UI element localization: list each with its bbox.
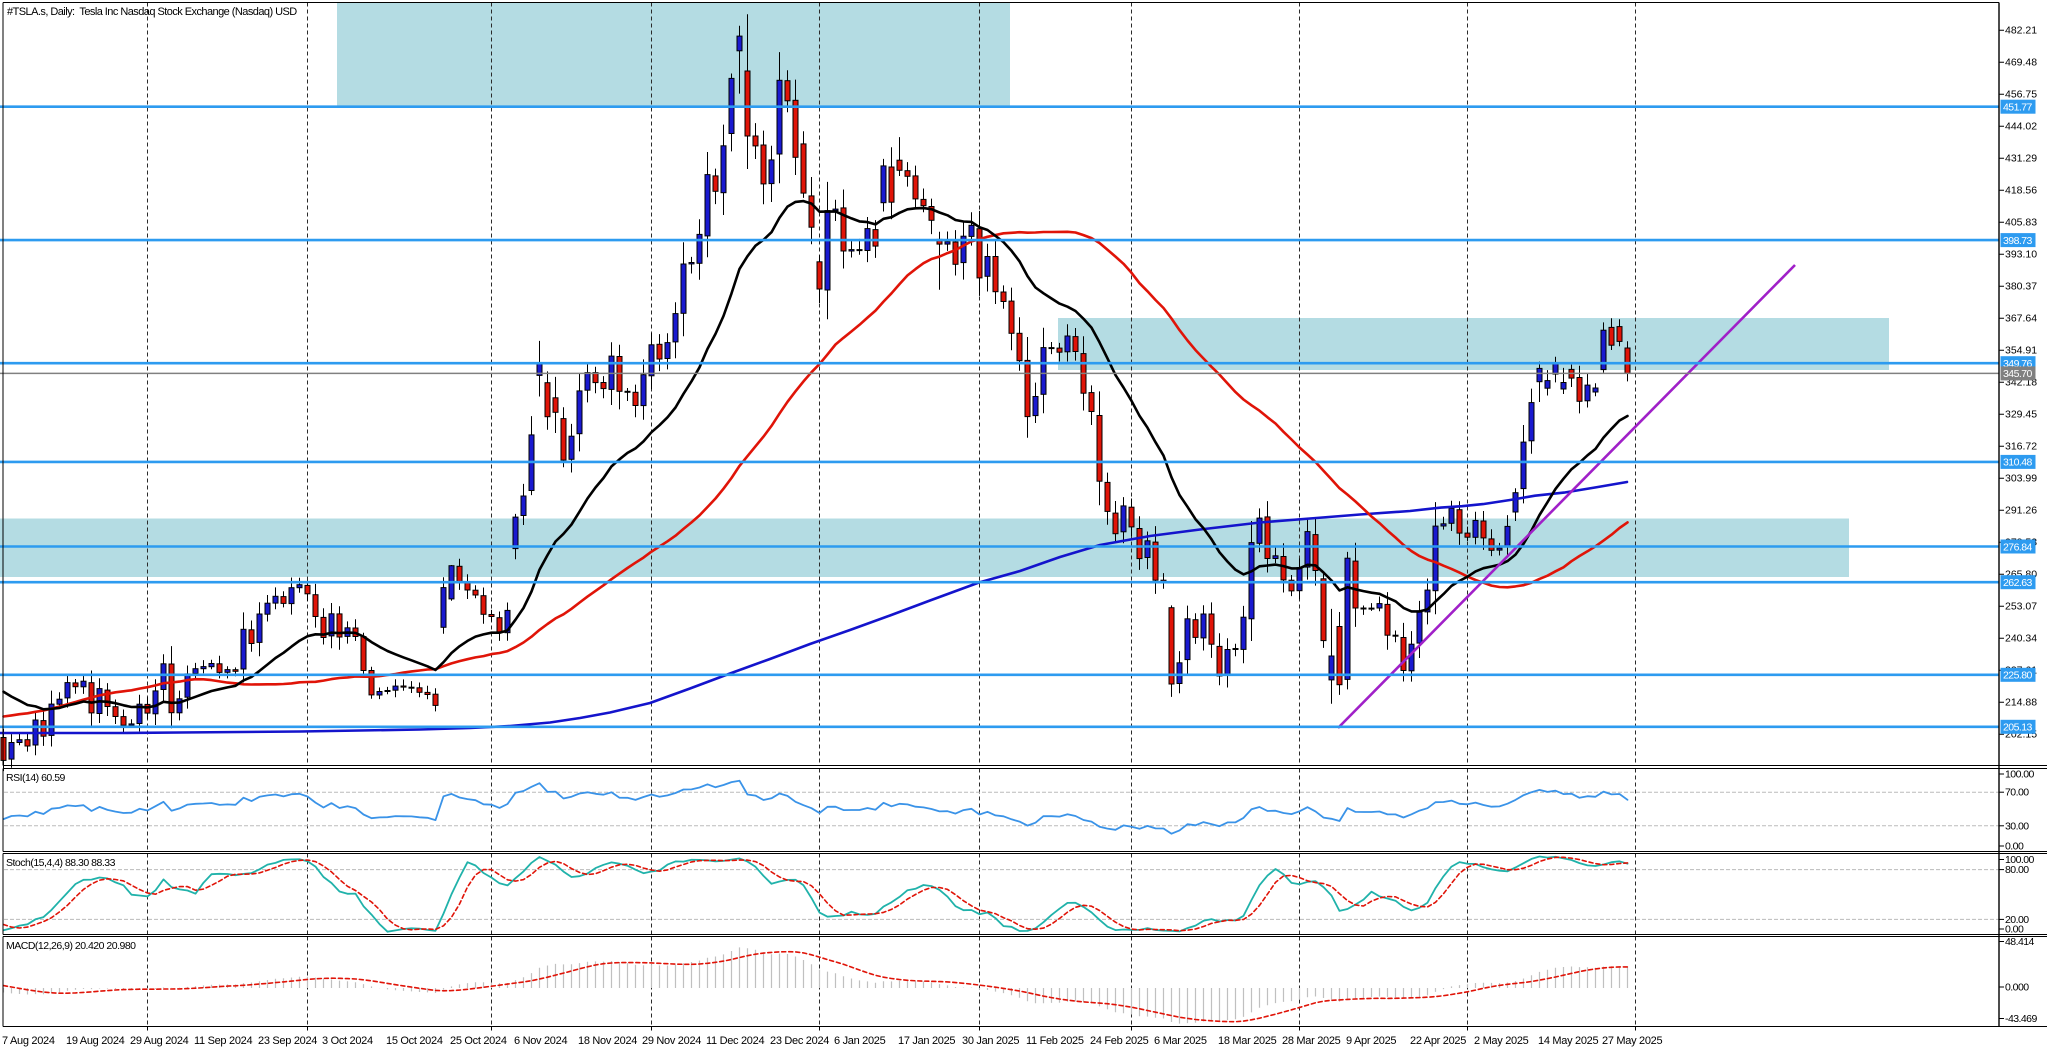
svg-text:240.34: 240.34 xyxy=(2005,633,2037,645)
svg-text:6 Nov 2024: 6 Nov 2024 xyxy=(514,1035,567,1047)
svg-text:27 May 2025: 27 May 2025 xyxy=(1602,1035,1662,1047)
svg-text:6 Mar 2025: 6 Mar 2025 xyxy=(1154,1035,1207,1047)
svg-text:451.77: 451.77 xyxy=(2003,102,2033,114)
svg-text:310.48: 310.48 xyxy=(2003,457,2033,469)
svg-text:100.00: 100.00 xyxy=(2005,769,2035,781)
svg-text:3 Oct 2024: 3 Oct 2024 xyxy=(322,1035,373,1047)
svg-text:444.02: 444.02 xyxy=(2005,121,2037,133)
svg-text:11 Dec 2024: 11 Dec 2024 xyxy=(706,1035,764,1047)
svg-text:100.00: 100.00 xyxy=(2005,854,2035,866)
svg-text:7 Aug 2024: 7 Aug 2024 xyxy=(2,1035,55,1047)
svg-text:276.84: 276.84 xyxy=(2003,541,2033,553)
svg-text:30 Jan 2025: 30 Jan 2025 xyxy=(962,1035,1019,1047)
svg-text:431.29: 431.29 xyxy=(2005,153,2037,165)
svg-text:23 Sep 2024: 23 Sep 2024 xyxy=(258,1035,317,1047)
svg-text:22 Apr 2025: 22 Apr 2025 xyxy=(1410,1035,1466,1047)
svg-text:6 Jan 2025: 6 Jan 2025 xyxy=(834,1035,886,1047)
svg-text:17 Jan 2025: 17 Jan 2025 xyxy=(898,1035,955,1047)
svg-text:18 Mar 2025: 18 Mar 2025 xyxy=(1218,1035,1277,1047)
svg-text:9 Apr 2025: 9 Apr 2025 xyxy=(1346,1035,1396,1047)
svg-text:29 Nov 2024: 29 Nov 2024 xyxy=(642,1035,701,1047)
svg-text:354.91: 354.91 xyxy=(2005,345,2037,357)
svg-text:367.64: 367.64 xyxy=(2005,313,2037,325)
svg-text:14 May 2025: 14 May 2025 xyxy=(1538,1035,1598,1047)
svg-text:2 May 2025: 2 May 2025 xyxy=(1474,1035,1529,1047)
svg-text:398.73: 398.73 xyxy=(2003,235,2033,247)
svg-text:15 Oct 2024: 15 Oct 2024 xyxy=(386,1035,443,1047)
svg-text:30.00: 30.00 xyxy=(2005,820,2029,832)
svg-text:225.80: 225.80 xyxy=(2003,670,2033,682)
svg-text:24 Feb 2025: 24 Feb 2025 xyxy=(1090,1035,1149,1047)
svg-text:214.88: 214.88 xyxy=(2005,697,2037,709)
svg-text:291.26: 291.26 xyxy=(2005,505,2037,517)
svg-text:19 Aug 2024: 19 Aug 2024 xyxy=(66,1035,125,1047)
svg-text:25 Oct 2024: 25 Oct 2024 xyxy=(450,1035,507,1047)
svg-text:11 Sep 2024: 11 Sep 2024 xyxy=(194,1035,252,1047)
svg-text:11 Feb 2025: 11 Feb 2025 xyxy=(1026,1035,1084,1047)
svg-text:303.99: 303.99 xyxy=(2005,473,2037,485)
svg-text:0.00: 0.00 xyxy=(2005,924,2024,936)
svg-text:380.37: 380.37 xyxy=(2005,281,2037,293)
svg-text:405.83: 405.83 xyxy=(2005,217,2037,229)
svg-text:48.414: 48.414 xyxy=(2005,936,2035,948)
svg-text:70.00: 70.00 xyxy=(2005,787,2029,799)
svg-text:262.63: 262.63 xyxy=(2003,577,2033,589)
svg-text:456.75: 456.75 xyxy=(2005,89,2037,101)
svg-text:253.07: 253.07 xyxy=(2005,601,2037,613)
svg-text:MACD(12,26,9) 20.420 20.980: MACD(12,26,9) 20.420 20.980 xyxy=(6,940,136,952)
svg-text:23 Dec 2024: 23 Dec 2024 xyxy=(770,1035,829,1047)
svg-text:29 Aug 2024: 29 Aug 2024 xyxy=(130,1035,189,1047)
svg-text:316.72: 316.72 xyxy=(2005,441,2037,453)
svg-text:345.70: 345.70 xyxy=(2003,368,2033,380)
svg-text:20.00: 20.00 xyxy=(2005,914,2029,926)
svg-text:#TSLA.s, Daily: Tesla Inc Nas: #TSLA.s, Daily: Tesla Inc Nasdaq Stock E… xyxy=(7,6,297,18)
svg-text:329.45: 329.45 xyxy=(2005,409,2037,421)
svg-text:418.56: 418.56 xyxy=(2005,185,2037,197)
svg-text:28 Mar 2025: 28 Mar 2025 xyxy=(1282,1035,1341,1047)
svg-text:0.00: 0.00 xyxy=(2005,841,2024,853)
svg-text:18 Nov 2024: 18 Nov 2024 xyxy=(578,1035,637,1047)
svg-text:393.10: 393.10 xyxy=(2005,249,2037,261)
svg-text:469.48: 469.48 xyxy=(2005,57,2037,69)
svg-text:80.00: 80.00 xyxy=(2005,864,2029,876)
svg-text:205.13: 205.13 xyxy=(2003,722,2033,734)
svg-text:RSI(14) 60.59: RSI(14) 60.59 xyxy=(6,772,66,784)
svg-text:482.21: 482.21 xyxy=(2005,25,2037,37)
svg-text:0.000: 0.000 xyxy=(2005,982,2029,994)
svg-text:-43.469: -43.469 xyxy=(2005,1013,2037,1025)
svg-text:Stoch(15,4,4) 88.30 88.33: Stoch(15,4,4) 88.30 88.33 xyxy=(6,857,116,869)
